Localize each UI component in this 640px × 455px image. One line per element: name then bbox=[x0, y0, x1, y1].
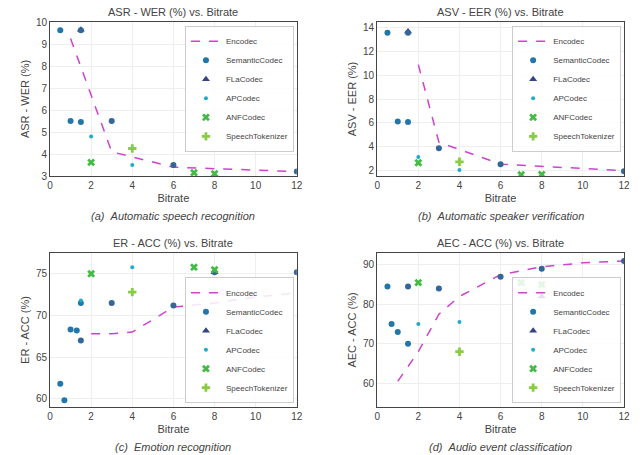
svg-text:12: 12 bbox=[618, 180, 630, 191]
svg-text:4: 4 bbox=[369, 141, 375, 152]
svg-text:Encodec: Encodec bbox=[553, 289, 584, 298]
svg-text:7: 7 bbox=[41, 83, 47, 94]
svg-text:APCodec: APCodec bbox=[553, 94, 587, 103]
svg-text:(b) Automatic speaker verific: (b) Automatic speaker verification bbox=[418, 210, 584, 222]
svg-text:8: 8 bbox=[369, 94, 375, 105]
svg-text:2: 2 bbox=[88, 180, 94, 191]
svg-text:2: 2 bbox=[369, 165, 375, 176]
svg-text:8: 8 bbox=[539, 180, 545, 191]
svg-text:10: 10 bbox=[577, 411, 589, 422]
svg-text:65: 65 bbox=[36, 352, 48, 363]
svg-text:0: 0 bbox=[374, 411, 380, 422]
svg-text:4: 4 bbox=[457, 180, 463, 191]
svg-text:8: 8 bbox=[212, 180, 218, 191]
svg-text:4: 4 bbox=[129, 180, 135, 191]
svg-text:6: 6 bbox=[498, 180, 504, 191]
svg-text:6: 6 bbox=[171, 180, 177, 191]
svg-text:ANFCodec: ANFCodec bbox=[226, 113, 265, 122]
svg-text:10: 10 bbox=[250, 180, 262, 191]
svg-text:FLaCodec: FLaCodec bbox=[226, 75, 263, 84]
svg-text:APCodec: APCodec bbox=[226, 94, 260, 103]
svg-text:SpeechTokenizer: SpeechTokenizer bbox=[226, 132, 288, 141]
svg-text:SpeechTokenizer: SpeechTokenizer bbox=[226, 384, 288, 393]
svg-text:Encodec: Encodec bbox=[226, 289, 257, 298]
svg-text:APCodec: APCodec bbox=[226, 346, 260, 355]
svg-text:6: 6 bbox=[171, 411, 177, 422]
svg-text:(d) Audio event classificatio: (d) Audio event classification bbox=[429, 441, 572, 453]
svg-text:Bitrate: Bitrate bbox=[158, 423, 190, 435]
svg-text:2: 2 bbox=[88, 411, 94, 422]
svg-text:9: 9 bbox=[41, 39, 47, 50]
svg-text:12: 12 bbox=[618, 411, 630, 422]
svg-text:8: 8 bbox=[212, 411, 218, 422]
svg-text:2: 2 bbox=[416, 180, 422, 191]
svg-text:12: 12 bbox=[291, 180, 303, 191]
svg-text:FLaCodec: FLaCodec bbox=[553, 327, 590, 336]
svg-text:3: 3 bbox=[41, 171, 47, 182]
svg-text:12: 12 bbox=[291, 411, 303, 422]
svg-text:5: 5 bbox=[41, 127, 47, 138]
svg-text:Bitrate: Bitrate bbox=[158, 192, 190, 204]
svg-text:70: 70 bbox=[363, 338, 375, 349]
svg-text:12: 12 bbox=[363, 46, 375, 57]
svg-text:Bitrate: Bitrate bbox=[485, 192, 517, 204]
svg-text:8: 8 bbox=[539, 411, 545, 422]
svg-text:SemanticCodec: SemanticCodec bbox=[226, 56, 282, 65]
svg-text:ANFCodec: ANFCodec bbox=[226, 365, 265, 374]
svg-text:4: 4 bbox=[129, 411, 135, 422]
svg-text:ASV - EER (%) vs. Bitrate: ASV - EER (%) vs. Bitrate bbox=[437, 6, 564, 18]
svg-text:90: 90 bbox=[363, 259, 375, 270]
svg-text:14: 14 bbox=[363, 22, 375, 33]
svg-text:ER - ACC (%) vs. Bitrate: ER - ACC (%) vs. Bitrate bbox=[113, 237, 233, 249]
svg-text:75: 75 bbox=[36, 268, 48, 279]
svg-text:60: 60 bbox=[36, 393, 48, 404]
svg-text:4: 4 bbox=[41, 149, 47, 160]
svg-text:ANFCodec: ANFCodec bbox=[553, 113, 592, 122]
svg-text:SpeechTokenizer: SpeechTokenizer bbox=[553, 132, 615, 141]
svg-text:Bitrate: Bitrate bbox=[485, 423, 517, 435]
svg-text:4: 4 bbox=[457, 411, 463, 422]
svg-text:8: 8 bbox=[41, 61, 47, 72]
svg-text:0: 0 bbox=[374, 180, 380, 191]
svg-text:ASV - EER (%): ASV - EER (%) bbox=[346, 62, 358, 137]
svg-text:0: 0 bbox=[47, 411, 53, 422]
svg-text:SemanticCodec: SemanticCodec bbox=[553, 308, 609, 317]
svg-text:ASR - WER (%) vs. Bitrate: ASR - WER (%) vs. Bitrate bbox=[108, 6, 238, 18]
svg-text:10: 10 bbox=[577, 180, 589, 191]
svg-text:70: 70 bbox=[36, 310, 48, 321]
svg-text:ANFCodec: ANFCodec bbox=[553, 365, 592, 374]
svg-text:Encodec: Encodec bbox=[226, 37, 257, 46]
svg-text:(c) Emotion recognition: (c) Emotion recognition bbox=[115, 441, 231, 453]
svg-text:SemanticCodec: SemanticCodec bbox=[226, 308, 282, 317]
svg-text:AEC - ACC (%): AEC - ACC (%) bbox=[346, 292, 358, 367]
svg-text:ASR - WER (%): ASR - WER (%) bbox=[19, 60, 31, 138]
svg-text:Encodec: Encodec bbox=[553, 37, 584, 46]
svg-text:10: 10 bbox=[250, 411, 262, 422]
svg-text:(a) Automatic speech recognit: (a) Automatic speech recognition bbox=[91, 210, 255, 222]
svg-text:AEC - ACC (%) vs. Bitrate: AEC - ACC (%) vs. Bitrate bbox=[437, 237, 564, 249]
svg-text:APCodec: APCodec bbox=[553, 346, 587, 355]
svg-text:60: 60 bbox=[363, 378, 375, 389]
svg-text:FLaCodec: FLaCodec bbox=[226, 327, 263, 336]
svg-text:SpeechTokenizer: SpeechTokenizer bbox=[553, 384, 615, 393]
svg-text:2: 2 bbox=[416, 411, 422, 422]
svg-text:ER - ACC (%): ER - ACC (%) bbox=[19, 296, 31, 364]
svg-text:6: 6 bbox=[369, 117, 375, 128]
svg-text:SemanticCodec: SemanticCodec bbox=[553, 56, 609, 65]
svg-text:6: 6 bbox=[498, 411, 504, 422]
svg-text:0: 0 bbox=[47, 180, 53, 191]
svg-text:10: 10 bbox=[36, 17, 48, 28]
svg-text:10: 10 bbox=[363, 70, 375, 81]
svg-text:80: 80 bbox=[363, 299, 375, 310]
svg-text:6: 6 bbox=[41, 105, 47, 116]
svg-text:FLaCodec: FLaCodec bbox=[553, 75, 590, 84]
